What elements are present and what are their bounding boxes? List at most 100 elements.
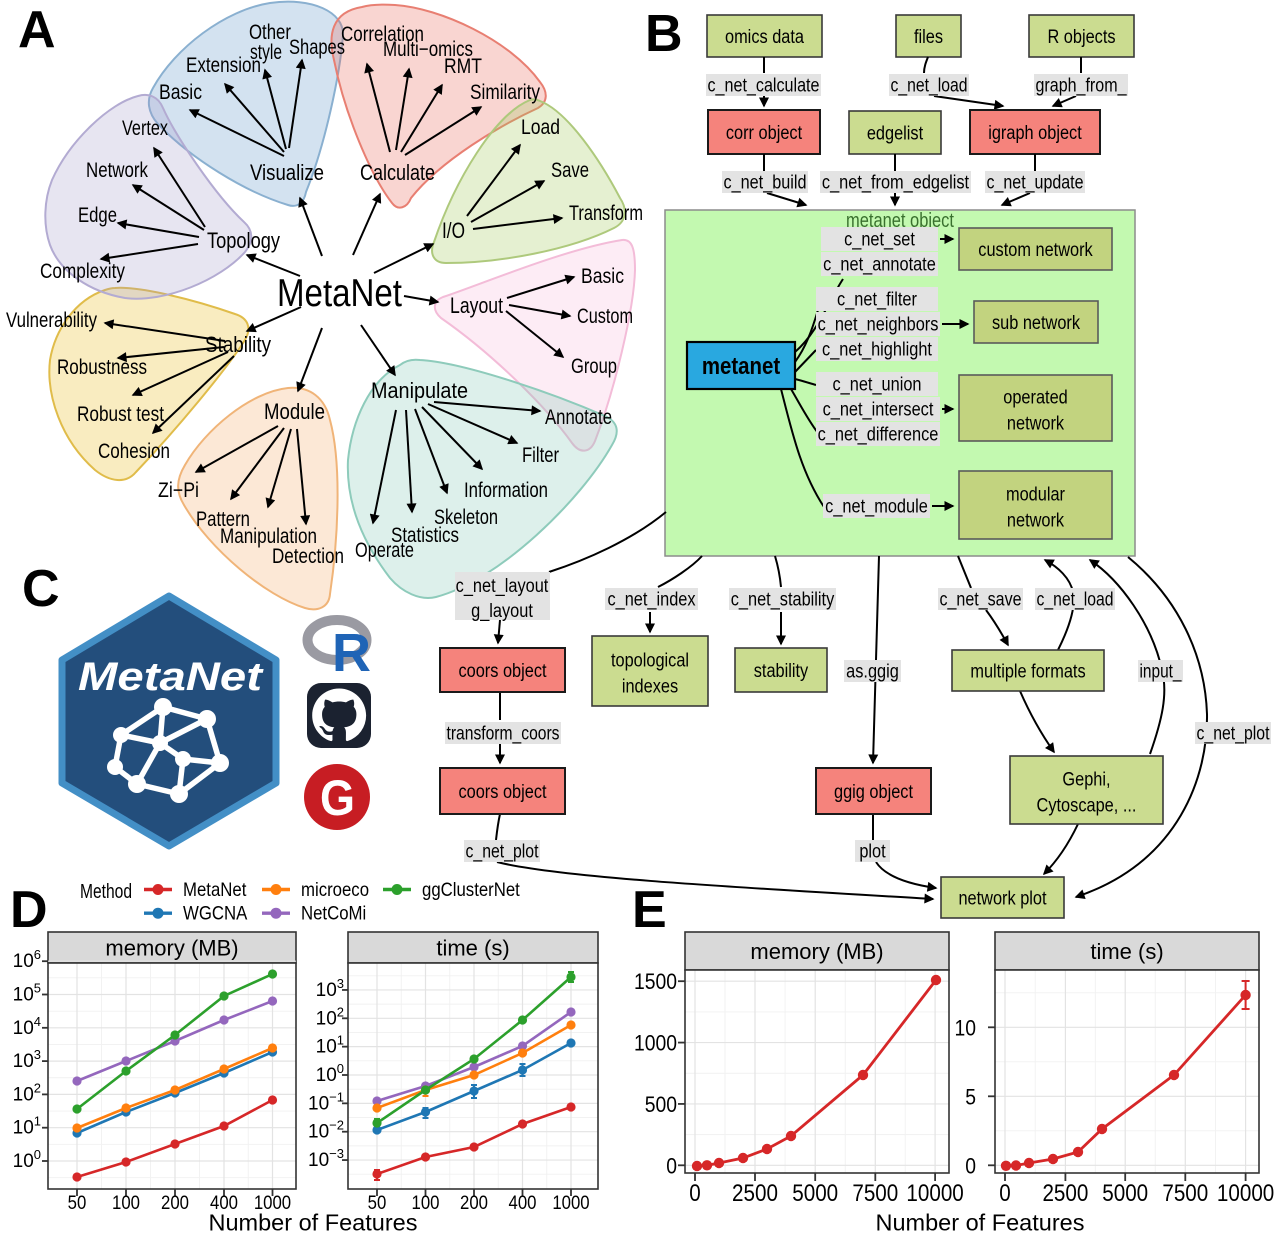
svg-text:c_net_load: c_net_load xyxy=(891,76,968,97)
svg-text:microeco: microeco xyxy=(301,879,369,901)
svg-text:Robustness: Robustness xyxy=(57,356,147,379)
svg-text:custom network: custom network xyxy=(978,240,1093,261)
svg-text:network: network xyxy=(1007,510,1065,531)
svg-text:indexes: indexes xyxy=(622,676,678,697)
svg-text:plot: plot xyxy=(859,842,886,863)
svg-text:100: 100 xyxy=(112,1192,140,1214)
svg-text:c_net_plot: c_net_plot xyxy=(466,842,540,863)
svg-text:Basic: Basic xyxy=(581,265,624,288)
svg-text:50: 50 xyxy=(368,1192,387,1214)
svg-text:topological: topological xyxy=(611,650,689,671)
svg-text:c_net_calculate: c_net_calculate xyxy=(708,76,820,97)
svg-text:c_net_set: c_net_set xyxy=(844,230,915,251)
svg-text:c_net_filter: c_net_filter xyxy=(837,290,917,311)
svg-text:Gephi,: Gephi, xyxy=(1062,769,1110,790)
svg-text:5: 5 xyxy=(965,1084,976,1109)
svg-text:RMT: RMT xyxy=(444,55,482,78)
svg-text:MetaNet: MetaNet xyxy=(78,655,264,699)
svg-text:as.ggig: as.ggig xyxy=(846,662,899,683)
svg-text:0: 0 xyxy=(689,1180,700,1207)
svg-text:400: 400 xyxy=(509,1192,537,1214)
svg-text:I/O: I/O xyxy=(442,218,465,243)
svg-text:10000: 10000 xyxy=(1217,1180,1274,1207)
svg-text:102: 102 xyxy=(316,1004,344,1029)
svg-text:Pattern: Pattern xyxy=(196,508,250,531)
svg-text:Cytoscape, ...: Cytoscape, ... xyxy=(1037,795,1137,816)
svg-text:R objects: R objects xyxy=(1047,27,1115,48)
svg-text:g_layout: g_layout xyxy=(471,601,533,622)
svg-text:G: G xyxy=(320,770,355,826)
svg-text:Network: Network xyxy=(86,159,148,182)
svg-text:10−3: 10−3 xyxy=(308,1146,344,1171)
svg-text:102: 102 xyxy=(13,1080,41,1105)
svg-text:Extension: Extension xyxy=(186,54,261,77)
svg-text:Annotate: Annotate xyxy=(545,406,612,429)
svg-text:transform_coors: transform_coors xyxy=(447,724,560,745)
svg-text:Visualize: Visualize xyxy=(250,160,324,185)
svg-text:corr object: corr object xyxy=(726,123,803,144)
svg-text:network: network xyxy=(1007,413,1065,434)
svg-text:Number of Features: Number of Features xyxy=(876,1210,1085,1236)
svg-text:200: 200 xyxy=(161,1192,189,1214)
svg-text:time (s): time (s) xyxy=(1090,939,1163,964)
svg-text:style: style xyxy=(250,41,282,64)
svg-text:Custom: Custom xyxy=(577,305,633,328)
svg-text:Multi−omics: Multi−omics xyxy=(383,38,473,61)
svg-text:1000: 1000 xyxy=(254,1192,291,1214)
svg-text:Robust test: Robust test xyxy=(77,403,164,426)
svg-text:Layout: Layout xyxy=(450,293,503,318)
svg-text:coors object: coors object xyxy=(458,782,547,803)
svg-text:100: 100 xyxy=(316,1061,344,1086)
svg-text:101: 101 xyxy=(13,1114,41,1139)
svg-text:7500: 7500 xyxy=(1162,1180,1208,1207)
svg-text:metanet: metanet xyxy=(702,353,780,380)
svg-text:10: 10 xyxy=(954,1015,976,1040)
svg-text:c_net_layout: c_net_layout xyxy=(456,576,549,597)
svg-text:Vertex: Vertex xyxy=(122,117,168,140)
svg-text:c_net_load: c_net_load xyxy=(1037,590,1114,611)
svg-text:omics data: omics data xyxy=(725,27,804,48)
svg-text:memory (MB): memory (MB) xyxy=(750,939,883,964)
svg-text:7500: 7500 xyxy=(852,1180,898,1207)
svg-text:memory (MB): memory (MB) xyxy=(105,935,238,960)
svg-text:R: R xyxy=(332,623,371,683)
svg-text:Manipulate: Manipulate xyxy=(371,378,468,403)
svg-text:Vulnerability: Vulnerability xyxy=(6,309,97,332)
svg-text:106: 106 xyxy=(13,947,41,972)
svg-text:ggClusterNet: ggClusterNet xyxy=(422,879,520,901)
svg-text:0: 0 xyxy=(666,1153,677,1178)
svg-text:10000: 10000 xyxy=(906,1180,963,1207)
svg-text:network plot: network plot xyxy=(958,888,1047,909)
svg-text:C: C xyxy=(22,560,60,618)
svg-text:Topology: Topology xyxy=(207,228,280,253)
svg-text:200: 200 xyxy=(460,1192,488,1214)
svg-text:103: 103 xyxy=(316,976,344,1001)
svg-text:Other: Other xyxy=(249,21,291,44)
svg-text:105: 105 xyxy=(13,981,41,1006)
svg-text:0: 0 xyxy=(965,1153,976,1178)
svg-text:Transform: Transform xyxy=(569,202,643,225)
svg-text:edgelist: edgelist xyxy=(867,123,924,144)
svg-text:files: files xyxy=(914,27,943,48)
svg-text:A: A xyxy=(18,1,56,59)
svg-text:Group: Group xyxy=(571,355,617,378)
svg-text:1500: 1500 xyxy=(634,969,677,994)
svg-text:Skeleton: Skeleton xyxy=(434,506,498,529)
svg-text:104: 104 xyxy=(13,1014,41,1039)
svg-text:c_net_plot: c_net_plot xyxy=(1197,724,1271,745)
svg-text:metanet object: metanet object xyxy=(846,210,954,232)
svg-text:1000: 1000 xyxy=(552,1192,589,1214)
svg-text:c_net_stability: c_net_stability xyxy=(731,590,835,611)
svg-text:101: 101 xyxy=(316,1033,344,1058)
svg-text:time (s): time (s) xyxy=(436,935,509,960)
svg-text:100: 100 xyxy=(13,1147,41,1172)
svg-text:Calculate: Calculate xyxy=(360,160,435,185)
svg-text:B: B xyxy=(645,5,683,63)
svg-text:1000: 1000 xyxy=(634,1031,677,1056)
svg-text:igraph object: igraph object xyxy=(988,123,1082,144)
svg-text:Detection: Detection xyxy=(272,545,344,568)
svg-text:c_net_from_edgelist: c_net_from_edgelist xyxy=(822,173,970,194)
svg-text:graph_from_: graph_from_ xyxy=(1036,76,1127,97)
svg-text:c_net_build: c_net_build xyxy=(724,173,807,194)
svg-text:modular: modular xyxy=(1006,484,1066,505)
